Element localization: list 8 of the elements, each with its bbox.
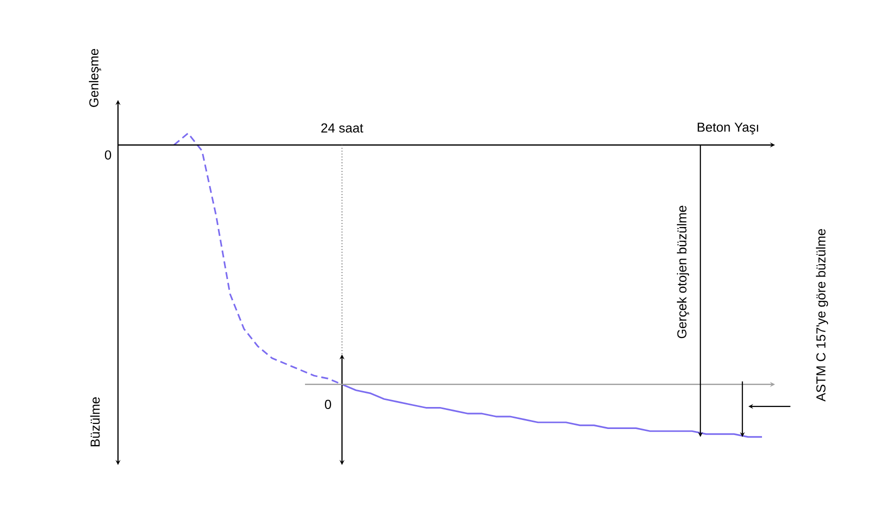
text: ASTM C 157'ye göre büzülme bbox=[816, 229, 828, 402]
text: Büzülme bbox=[90, 397, 100, 446]
text: 0 bbox=[104, 150, 112, 160]
text: 24 saat bbox=[321, 123, 364, 133]
annotation: Gerçek otojen büzülme bbox=[676, 206, 690, 338]
text: Genleşme bbox=[88, 48, 102, 107]
annotation: 0 bbox=[324, 400, 332, 410]
x-axis-title: Beton Yaşı bbox=[698, 122, 758, 134]
